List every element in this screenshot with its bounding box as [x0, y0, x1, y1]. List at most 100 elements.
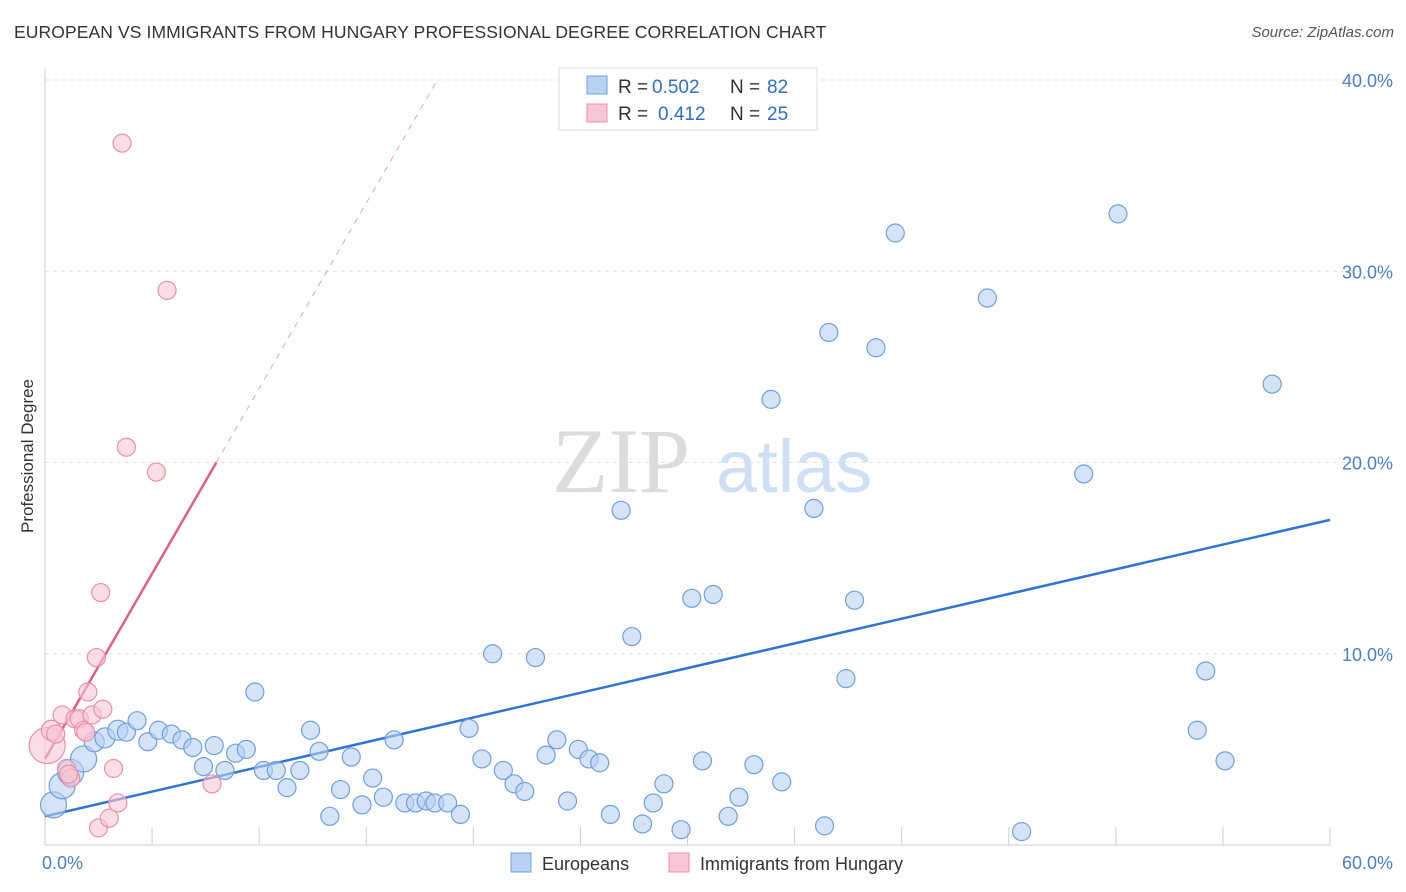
europeans-point-76	[1074, 464, 1094, 484]
europeans-point-53	[611, 500, 631, 520]
europeans-point-52	[600, 804, 621, 825]
europeans-points	[39, 204, 1282, 842]
europeans-point-46	[536, 745, 556, 765]
y-tick-label-40: 40.0%	[1342, 71, 1393, 91]
europeans-point-51	[590, 753, 610, 773]
europeans-point-78	[1187, 720, 1207, 740]
bottom-legend-hungary: Immigrants from Hungary	[700, 854, 903, 874]
europeans-point-28	[341, 747, 361, 767]
europeans-point-79	[1196, 661, 1216, 681]
europeans-point-81	[1262, 374, 1282, 394]
hungary-points	[28, 133, 222, 838]
europeans-point-68	[814, 816, 835, 836]
legend-n-value-2: 25	[767, 104, 788, 125]
legend-n-label-2: N =	[730, 104, 760, 125]
europeans-point-14	[193, 756, 214, 777]
europeans-point-61	[703, 584, 723, 605]
europeans-point-42	[493, 760, 513, 781]
legend-n-value-1: 82	[767, 77, 788, 98]
europeans-point-18	[236, 739, 256, 759]
europeans-point-37	[438, 793, 458, 813]
europeans-point-62	[718, 806, 738, 826]
europeans-trend-line	[44, 518, 1331, 818]
europeans-point-26	[320, 806, 340, 826]
europeans-point-27	[330, 779, 351, 800]
europeans-point-48	[557, 791, 578, 811]
x-tick-label-max: 60.0%	[1342, 853, 1393, 873]
europeans-point-64	[744, 755, 764, 775]
europeans-point-71	[844, 590, 865, 610]
europeans-point-55	[632, 814, 653, 834]
hungary-point-9	[76, 722, 96, 742]
europeans-point-65	[761, 389, 781, 409]
europeans-point-57	[654, 774, 674, 794]
bottom-legend-swatch-hungary	[668, 852, 690, 873]
europeans-point-73	[885, 223, 905, 243]
europeans-point-16	[215, 760, 235, 781]
y-axis-label: Professional Degree	[18, 379, 37, 533]
bottom-legend-swatch-europeans	[510, 852, 532, 873]
europeans-point-19	[245, 682, 265, 702]
hungary-point-20	[116, 437, 136, 457]
hungary-point-15	[93, 699, 113, 719]
legend-r-label-2: R =	[618, 104, 648, 125]
gridlines	[45, 79, 1390, 655]
europeans-point-8	[127, 711, 147, 731]
x-tick-label-min: 0.0%	[42, 853, 83, 873]
europeans-point-72	[866, 338, 886, 358]
hungary-point-10	[78, 682, 98, 702]
europeans-point-13	[183, 737, 203, 758]
hungary-point-12	[86, 647, 107, 668]
europeans-point-58	[671, 820, 691, 840]
europeans-point-66	[772, 772, 792, 792]
hungary-point-14	[91, 582, 111, 603]
legend-swatch-hungary	[586, 103, 608, 123]
y-tick-labels: 10.0% 20.0% 30.0% 40.0%	[1342, 71, 1393, 665]
europeans-point-47	[547, 730, 567, 750]
europeans-point-60	[692, 751, 713, 771]
europeans-point-41	[483, 644, 503, 664]
europeans-point-32	[384, 730, 404, 750]
europeans-point-45	[525, 647, 546, 668]
y-tick-label-20: 20.0%	[1342, 454, 1393, 474]
legend-r-value-2: 0.412	[658, 104, 706, 125]
europeans-point-59	[682, 588, 702, 608]
europeans-point-15	[204, 735, 224, 756]
europeans-point-54	[622, 626, 642, 647]
europeans-point-23	[290, 760, 310, 781]
hungary-point-17	[103, 758, 124, 779]
hungary-point-2	[46, 724, 66, 744]
watermark-atlas: atlas	[716, 425, 872, 508]
hungary-point-22	[157, 280, 177, 300]
y-tick-label-30: 30.0%	[1342, 262, 1393, 282]
europeans-point-25	[309, 741, 329, 761]
europeans-point-44	[515, 781, 535, 802]
chart-title: EUROPEAN VS IMMIGRANTS FROM HUNGARY PROF…	[14, 22, 827, 42]
y-tick-label-10: 10.0%	[1342, 645, 1393, 665]
hungary-point-19	[112, 133, 132, 153]
hungary-point-23	[202, 774, 222, 794]
europeans-point-38	[450, 804, 471, 825]
europeans-point-77	[1108, 204, 1128, 224]
legend-n-label-1: N =	[730, 77, 760, 98]
europeans-point-67	[804, 498, 824, 518]
europeans-point-30	[363, 768, 383, 788]
legend: R = 0.502 N = 82 R = 0.412 N = 25	[558, 67, 818, 131]
hungary-point-16	[99, 808, 119, 828]
legend-swatch-europeans	[586, 75, 608, 95]
legend-r-value-1: 0.502	[652, 77, 700, 98]
europeans-point-75	[1011, 822, 1032, 842]
hungary-trend-extension	[215, 80, 438, 463]
watermark-zip: ZIP	[552, 410, 690, 512]
europeans-point-24	[300, 720, 321, 740]
source-label: Source: ZipAtlas.com	[1251, 24, 1394, 41]
hungary-point-18	[108, 793, 128, 813]
europeans-point-69	[819, 322, 839, 343]
watermark: ZIP atlas	[552, 410, 872, 512]
europeans-point-3	[69, 745, 98, 773]
hungary-point-21	[146, 462, 166, 482]
europeans-point-39	[459, 718, 479, 738]
europeans-point-70	[836, 669, 856, 689]
europeans-point-29	[352, 795, 372, 815]
